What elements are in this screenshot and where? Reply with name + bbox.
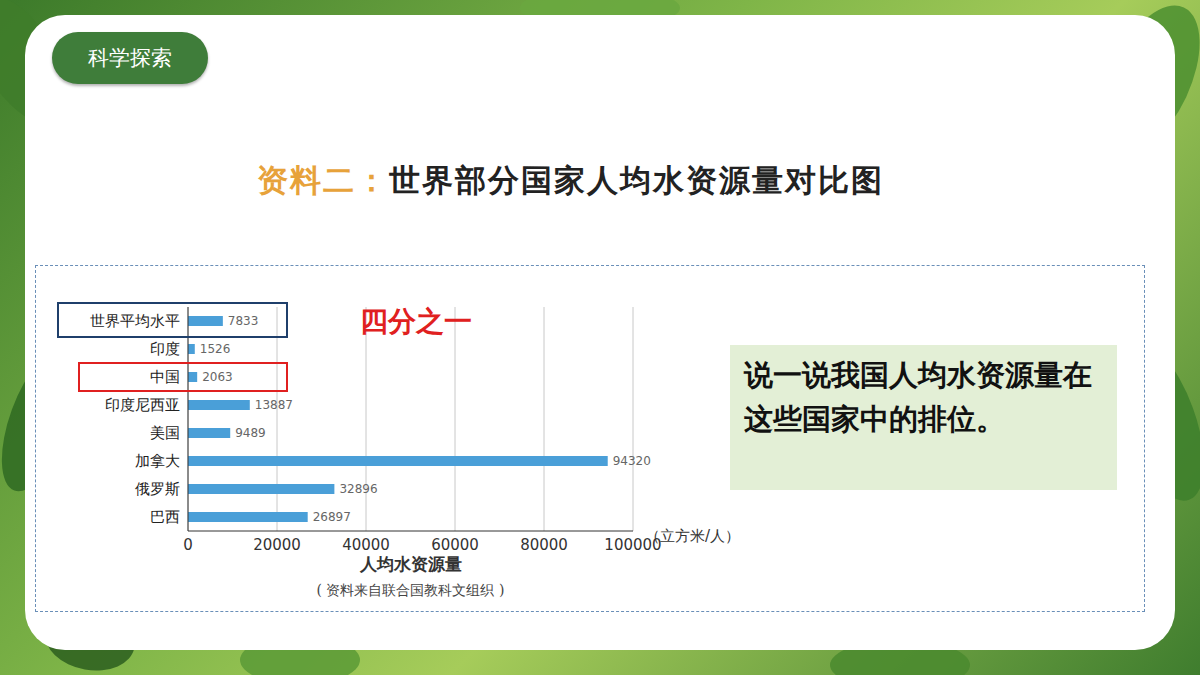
svg-text:0: 0 <box>183 536 193 554</box>
html-text:说一说我国人均水资源量在这些国家中的排位。: 说一说我国人均水资源量在这些国家中的排位。 <box>744 358 1092 436</box>
svg-text:13887: 13887 <box>255 398 293 412</box>
svg-text:26897: 26897 <box>313 510 351 524</box>
svg-text:印度尼西亚: 印度尼西亚 <box>105 396 180 414</box>
html-text:人均水资源量: 人均水资源量 <box>359 554 462 574</box>
html-text:四分之一: 四分之一 <box>360 305 472 338</box>
svg-text:中国: 中国 <box>150 368 180 386</box>
svg-text:32896: 32896 <box>339 482 377 496</box>
svg-text:40000: 40000 <box>342 536 390 554</box>
html-text:科学探索: 科学探索 <box>88 46 172 70</box>
svg-text:80000: 80000 <box>520 536 568 554</box>
svg-text:60000: 60000 <box>431 536 479 554</box>
svg-text:1526: 1526 <box>200 342 231 356</box>
svg-text:2063: 2063 <box>202 370 233 384</box>
svg-text:加拿大: 加拿大 <box>135 452 180 470</box>
svg-text:9489: 9489 <box>235 426 266 440</box>
html-text:( 资料来自联合国教科文组织 ): ( 资料来自联合国教科文组织 ) <box>316 582 505 598</box>
svg-text:94320: 94320 <box>613 454 651 468</box>
svg-text:美国: 美国 <box>150 424 180 442</box>
svg-text:巴西: 巴西 <box>150 508 180 526</box>
svg-text:世界平均水平: 世界平均水平 <box>90 312 180 330</box>
svg-text:100000: 100000 <box>604 535 662 554</box>
svg-text:7833: 7833 <box>228 314 259 328</box>
svg-text:俄罗斯: 俄罗斯 <box>135 480 180 498</box>
svg-text:20000: 20000 <box>253 536 301 554</box>
html-text:资料二：世界部分国家人均水资源量对比图: 资料二：世界部分国家人均水资源量对比图 <box>256 162 884 198</box>
svg-text:印度: 印度 <box>150 340 180 358</box>
html-text:（立方米/人）: （立方米/人） <box>645 527 741 545</box>
